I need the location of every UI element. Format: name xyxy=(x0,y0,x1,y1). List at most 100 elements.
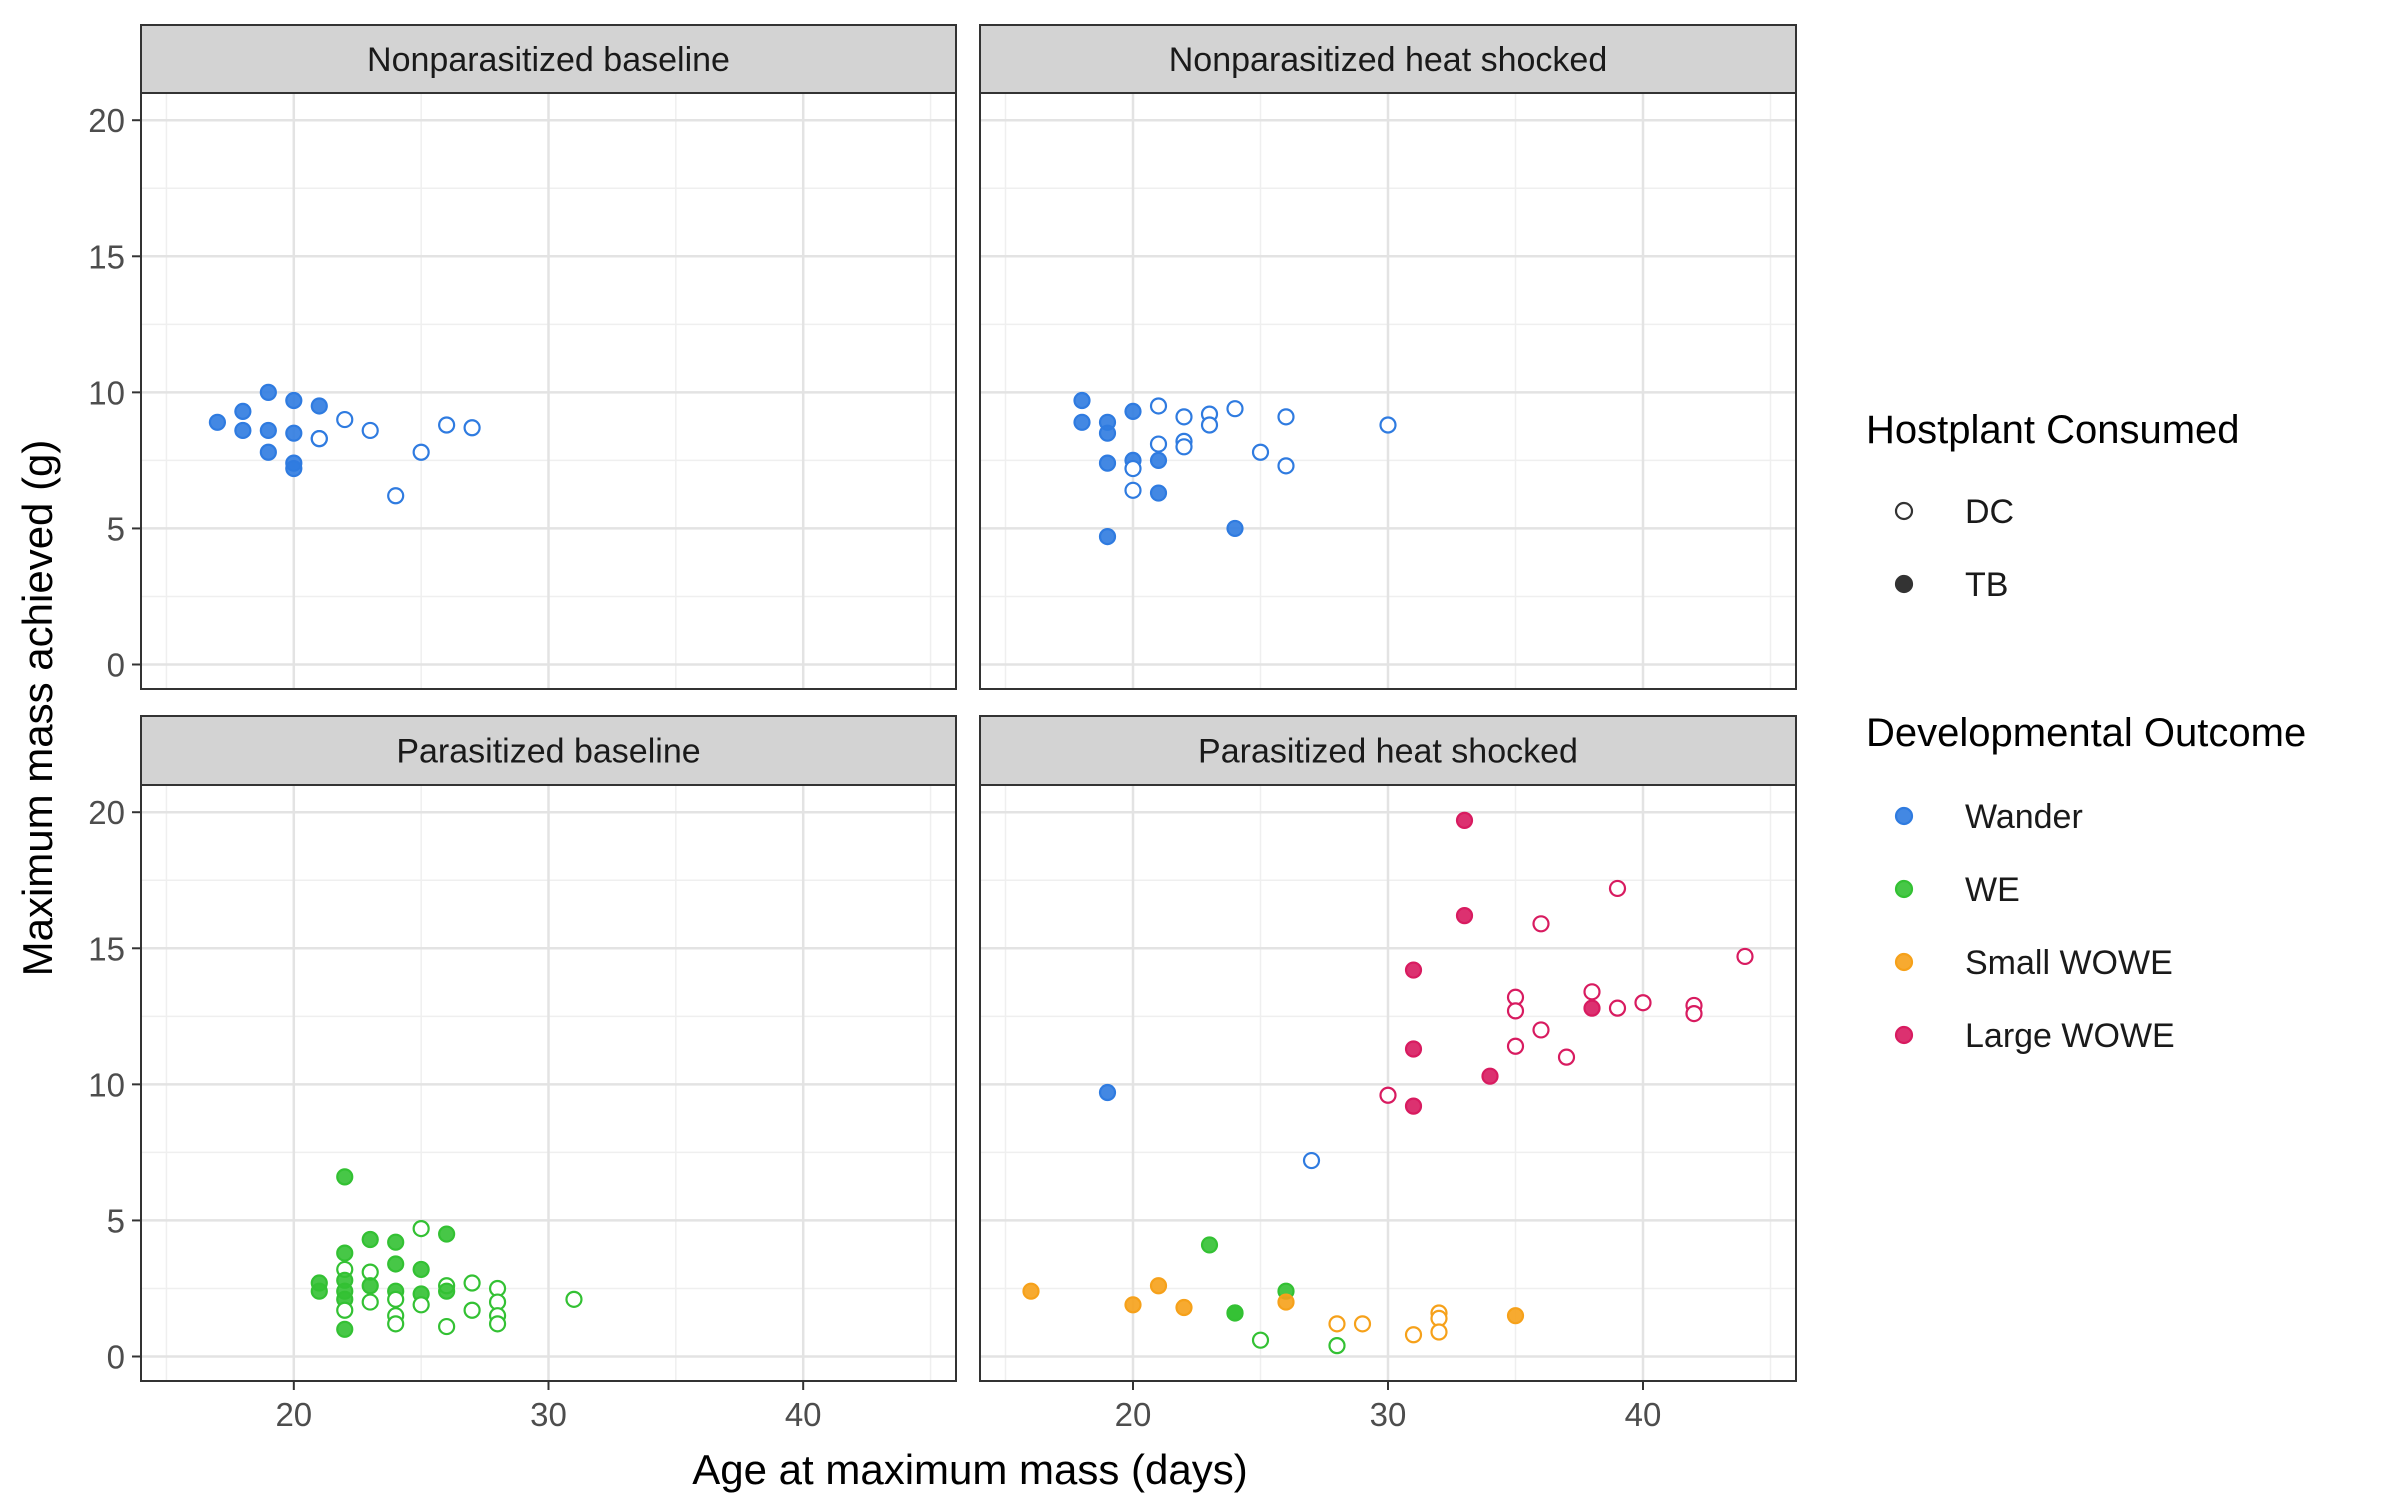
data-point-we-tb xyxy=(412,1260,430,1279)
data-point-wander-dc xyxy=(1379,416,1397,434)
data-point-wander-dc xyxy=(1124,481,1142,499)
x-tick-label: 30 xyxy=(530,1396,567,1433)
data-point-we-tb xyxy=(1226,1304,1244,1322)
data-point-smallwowe-tb xyxy=(1175,1298,1193,1317)
data-point-largewowe-dc xyxy=(1506,1002,1525,1020)
data-point-smallwowe-dc xyxy=(1353,1315,1372,1333)
data-point-wander-tb xyxy=(1149,451,1168,469)
x-tick-label: 20 xyxy=(1115,1396,1152,1433)
data-point-we-tb xyxy=(336,1244,354,1262)
panel-parasitized-baseline: Parasitized baseline xyxy=(140,715,957,1382)
legend: Hostplant Consumed DC TB Developmental Ou… xyxy=(1866,408,2306,1055)
legend-symbol-wander xyxy=(1894,806,1914,826)
data-point-wander-tb xyxy=(1149,484,1168,502)
x-tick-label: 40 xyxy=(785,1396,822,1433)
data-point-smallwowe-dc xyxy=(1430,1323,1448,1341)
y-tick-label: 10 xyxy=(88,374,125,411)
data-point-wander-dc xyxy=(438,416,456,434)
data-point-we-tb xyxy=(1200,1236,1219,1254)
data-point-wander-dc xyxy=(1277,408,1295,426)
data-point-largewowe-dc xyxy=(1685,1005,1703,1023)
data-point-wander-dc xyxy=(1124,459,1142,478)
x-tick-label: 30 xyxy=(1370,1396,1407,1433)
data-point-largewowe-tb xyxy=(1481,1067,1499,1085)
y-tick-label: 20 xyxy=(88,794,125,831)
data-point-wander-dc xyxy=(361,421,379,440)
facet-title: Parasitized baseline xyxy=(396,733,700,771)
data-point-we-tb xyxy=(361,1277,379,1295)
panel-nonparasitized-baseline: Nonparasitized baseline xyxy=(140,24,957,690)
data-point-wander-dc xyxy=(1200,416,1219,434)
data-point-wander-tb xyxy=(1124,402,1142,421)
data-point-wander-dc xyxy=(310,430,328,448)
data-point-we-tb xyxy=(387,1233,405,1251)
data-point-wander-tb xyxy=(285,459,303,478)
data-point-largewowe-dc xyxy=(1557,1048,1576,1066)
data-point-we-dc xyxy=(387,1290,405,1308)
data-point-we-tb xyxy=(361,1230,379,1249)
facet-strip xyxy=(140,715,957,786)
data-point-we-dc xyxy=(438,1317,456,1336)
legend-label-dc: DC xyxy=(1965,493,2014,531)
data-point-we-dc xyxy=(336,1301,354,1319)
data-point-largewowe-tb xyxy=(1583,999,1601,1017)
data-point-smallwowe-tb xyxy=(1022,1282,1040,1300)
data-point-we-dc xyxy=(361,1293,379,1311)
y-tick-label: 5 xyxy=(107,510,125,547)
data-point-largewowe-tb xyxy=(1404,1097,1423,1115)
data-point-largewowe-dc xyxy=(1532,1021,1550,1039)
facet-strip xyxy=(979,24,1797,94)
data-point-wander-dc xyxy=(387,487,405,505)
legend-symbol-tb xyxy=(1894,574,1914,594)
data-point-wander-dc xyxy=(1277,457,1295,475)
data-point-we-tb xyxy=(387,1255,405,1273)
data-point-wander-tb xyxy=(310,397,328,415)
data-point-wander-tb xyxy=(1098,1083,1117,1102)
y-tick-label: 0 xyxy=(107,1339,125,1376)
y-tick-label: 5 xyxy=(107,1202,125,1239)
data-point-largewowe-tb xyxy=(1404,1040,1423,1058)
data-point-smallwowe-dc xyxy=(1328,1315,1346,1333)
data-point-wander-dc xyxy=(1149,397,1168,415)
data-point-largewowe-dc xyxy=(1608,999,1627,1017)
x-tick-label: 40 xyxy=(1625,1396,1662,1433)
data-point-we-dc xyxy=(1328,1337,1346,1355)
facet-strip xyxy=(140,24,957,94)
data-point-we-dc xyxy=(412,1219,430,1238)
data-point-smallwowe-tb xyxy=(1277,1293,1295,1311)
y-axis-title: Maximum mass achieved (g) xyxy=(14,440,61,977)
data-point-smallwowe-tb xyxy=(1149,1277,1168,1295)
legend-label-we: WE xyxy=(1965,871,2020,909)
facet-title: Nonparasitized baseline xyxy=(367,41,730,79)
data-point-wander-tb xyxy=(208,413,227,431)
data-point-largewowe-dc xyxy=(1532,915,1550,933)
data-point-largewowe-tb xyxy=(1455,907,1474,925)
data-point-wander-tb xyxy=(1098,527,1117,546)
data-point-we-tb xyxy=(336,1168,354,1186)
y-tick-label: 10 xyxy=(88,1066,125,1103)
data-point-we-dc xyxy=(488,1315,507,1333)
data-point-we-tb xyxy=(438,1225,456,1243)
facet-strip xyxy=(979,715,1797,786)
legend-symbol-we xyxy=(1894,879,1914,899)
data-point-wander-tb xyxy=(234,421,252,440)
data-point-we-dc xyxy=(463,1274,481,1292)
legend-title-hostplant: Hostplant Consumed xyxy=(1866,408,2240,452)
y-tick-label: 20 xyxy=(88,102,125,139)
data-point-largewowe-dc xyxy=(1608,879,1627,898)
data-point-wander-tb xyxy=(285,424,303,442)
data-point-largewowe-dc xyxy=(1583,983,1601,1001)
data-point-wander-tb xyxy=(285,391,303,410)
data-point-we-tb xyxy=(438,1282,456,1300)
data-point-largewowe-tb xyxy=(1404,961,1423,979)
data-point-largewowe-dc xyxy=(1634,994,1652,1012)
x-axis-title: Age at maximum mass (days) xyxy=(692,1446,1247,1493)
legend-symbol-dc xyxy=(1894,501,1914,521)
legend-label-largewowe: Large WOWE xyxy=(1965,1017,2175,1055)
data-point-wander-tb xyxy=(234,402,252,421)
y-tick-label: 15 xyxy=(88,930,125,967)
y-tick-label: 0 xyxy=(107,647,125,684)
data-point-we-dc xyxy=(1251,1331,1270,1349)
facet-title: Nonparasitized heat shocked xyxy=(1169,41,1608,79)
